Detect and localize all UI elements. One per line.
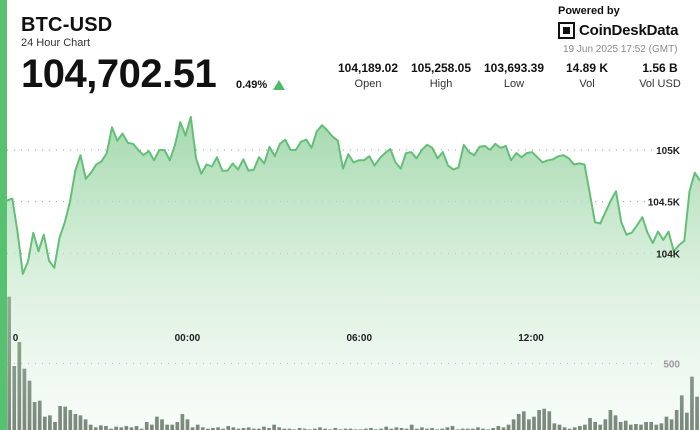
stat-open: 104,189.02 Open [328, 61, 408, 90]
left-accent-bar [0, 0, 7, 430]
stat-low: 103,693.39 Low [474, 61, 554, 90]
stat-value: 104,189.02 [337, 61, 399, 75]
up-triangle-icon [273, 80, 285, 90]
brand-name: CoinDeskData [579, 22, 679, 39]
ticker-symbol: BTC-USD [21, 14, 113, 36]
stat-label: Vol [579, 78, 595, 90]
stat-value: 103,693.39 [483, 61, 545, 75]
stat-value: 105,258.05 [410, 61, 472, 75]
stat-high: 105,258.05 High [401, 61, 481, 90]
price-tick-label: 105K [656, 146, 681, 157]
stat-label: High [429, 78, 453, 90]
price-line [6, 115, 700, 275]
price-change-percent: 0.49% [236, 79, 268, 91]
stat-vol: 14.89 K Vol [547, 61, 627, 90]
volume-tick-label: 500 [663, 359, 680, 370]
x-tick-label: 0 [13, 333, 19, 344]
x-tick-label: 00:00 [175, 333, 201, 344]
stat-value: 14.89 K [565, 61, 609, 75]
current-price: 104,702.51 [21, 52, 217, 96]
stat-value: 1.56 B [642, 61, 678, 75]
timestamp: 19 Jun 2025 17:52 (GMT) [563, 44, 678, 55]
stat-label: Low [503, 78, 525, 90]
stat-vol-usd: 1.56 B Vol USD [620, 61, 700, 90]
price-area [7, 116, 700, 430]
brand-link[interactable]: CoinDeskData [558, 22, 678, 39]
coindesk-logo-icon [558, 22, 575, 39]
chart-subtitle: 24 Hour Chart [21, 37, 91, 49]
stat-label: Vol USD [639, 78, 681, 90]
price-tick-label: 104K [656, 249, 681, 260]
powered-by-label: Powered by [558, 5, 620, 17]
x-tick-label: 06:00 [346, 333, 372, 344]
stat-label: Open [354, 78, 382, 90]
price-tick-label: 104.5K [648, 198, 681, 209]
x-tick-label: 12:00 [518, 333, 544, 344]
